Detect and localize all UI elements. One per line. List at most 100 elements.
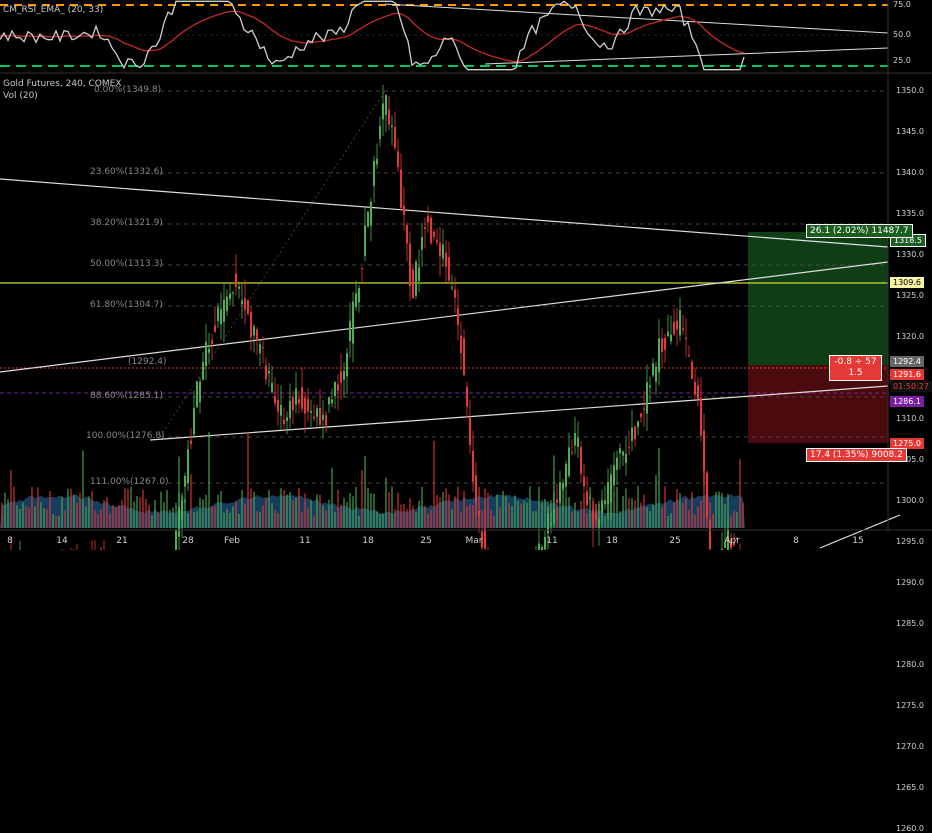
candle-body — [565, 463, 567, 487]
volume-bar — [559, 496, 561, 528]
volume-bar — [25, 506, 27, 528]
candle-body — [586, 491, 588, 506]
volume-bar — [565, 498, 567, 528]
volume-bar — [688, 510, 690, 528]
candle-body — [289, 400, 291, 418]
volume-bar — [139, 497, 141, 528]
volume-bar — [454, 496, 456, 528]
candle-body — [259, 344, 261, 354]
candle-body — [295, 388, 297, 405]
candle-body — [202, 361, 204, 380]
volume-bar — [103, 499, 105, 528]
candle-body — [292, 397, 294, 411]
volume-bar — [145, 498, 147, 528]
fib-anchor-line — [159, 90, 386, 438]
candle-body — [184, 475, 186, 487]
volume-bar — [649, 511, 651, 528]
candle-body — [220, 309, 222, 325]
volume-bar — [664, 486, 666, 528]
candle-body — [253, 326, 255, 336]
volume-bar — [4, 492, 6, 528]
volume-bar — [352, 496, 354, 528]
rsi-level-25: 25.0 — [893, 56, 911, 65]
time-axis[interactable]: 8 14 21 28 Feb 11 18 25 Mar 11 18 25 Apr 8 15 — [7, 536, 864, 546]
volume-bar — [685, 497, 687, 528]
candle-body — [613, 465, 615, 486]
volume-bar — [115, 507, 117, 528]
volume-bar — [544, 498, 546, 528]
candle-body — [640, 413, 642, 418]
fib-label-886: 88.60%(1285.1) — [90, 391, 163, 401]
volume-bar — [187, 513, 189, 528]
main-panel — [0, 84, 901, 550]
profit-label[interactable]: 26.1 (2.02%) 11487.7 — [806, 224, 913, 238]
volume-bar — [424, 506, 426, 528]
volume-bar — [148, 504, 150, 528]
candle-body — [589, 497, 591, 499]
volume-bar — [337, 489, 339, 528]
candle-body — [553, 509, 555, 523]
candle-body — [544, 536, 546, 550]
fib-lines — [160, 90, 888, 484]
volume-indicator-label[interactable]: Vol (20) — [3, 91, 38, 101]
candle-body — [628, 447, 630, 449]
time-axis-label: 28 — [182, 536, 194, 546]
projection-trendline[interactable] — [819, 514, 901, 549]
trading-chart[interactable]: 8 14 21 28 Feb 11 18 25 Mar 11 18 25 Apr 8 15 — [0, 0, 932, 550]
candle-body — [667, 331, 669, 336]
candle-body — [658, 338, 660, 373]
volume-bar — [409, 498, 411, 528]
candle-body — [484, 528, 486, 549]
candle-body — [736, 538, 738, 540]
candle-body — [415, 261, 417, 296]
volume-bar — [70, 488, 72, 528]
descending-trendline[interactable] — [0, 178, 889, 248]
volume-bar — [634, 500, 636, 528]
candle-body — [682, 328, 684, 330]
candle-body — [226, 296, 228, 311]
candle-body — [577, 438, 579, 447]
volume-bar — [508, 503, 510, 528]
volume-bar — [640, 502, 642, 528]
risk-reward-box[interactable]: -0.8 ÷ 57 1.5 — [829, 355, 882, 381]
candle-body — [559, 482, 561, 502]
candle-body — [361, 267, 363, 269]
time-axis-label: Mar — [466, 536, 483, 546]
volume-bar — [571, 512, 573, 528]
candle-body — [313, 416, 315, 419]
volume-bar — [364, 456, 366, 528]
candle-body — [673, 321, 675, 335]
rsi-indicator-title[interactable]: CM_RSI_EMA_ (20, 33) — [3, 5, 104, 15]
volume-bar — [124, 488, 126, 528]
volume-bar — [19, 508, 21, 528]
candle-body — [376, 158, 378, 165]
volume-bar — [361, 470, 363, 528]
volume-bar — [574, 502, 576, 528]
candle-body — [337, 384, 339, 392]
candle-body — [418, 267, 420, 282]
candle-body — [601, 500, 603, 512]
volume-bar — [487, 492, 489, 528]
candle-body — [214, 325, 216, 333]
candle-body — [670, 334, 672, 342]
volume-bar — [358, 515, 360, 528]
rsi-ema-line — [0, 10, 745, 63]
candle-body — [562, 483, 564, 489]
volume-bar — [79, 492, 81, 528]
volume-bar — [562, 488, 564, 528]
loss-label[interactable]: 17.4 (1.35%) 9008.2 — [806, 448, 907, 462]
ascending-trendline[interactable] — [0, 261, 889, 373]
volume-bar — [52, 514, 54, 528]
volume-bar — [433, 440, 435, 528]
volume-bar — [724, 503, 726, 528]
volume-bar — [256, 511, 258, 528]
lower-trendline[interactable] — [149, 385, 889, 441]
candle-body — [703, 430, 705, 472]
symbol-title[interactable]: Gold Futures, 240, COMEX — [3, 79, 122, 89]
volume-bar — [166, 490, 168, 528]
volume-bar — [118, 505, 120, 528]
candle-body — [217, 307, 219, 322]
candle-body — [268, 371, 270, 374]
candle-body — [709, 519, 711, 550]
volume-bar — [526, 502, 528, 528]
